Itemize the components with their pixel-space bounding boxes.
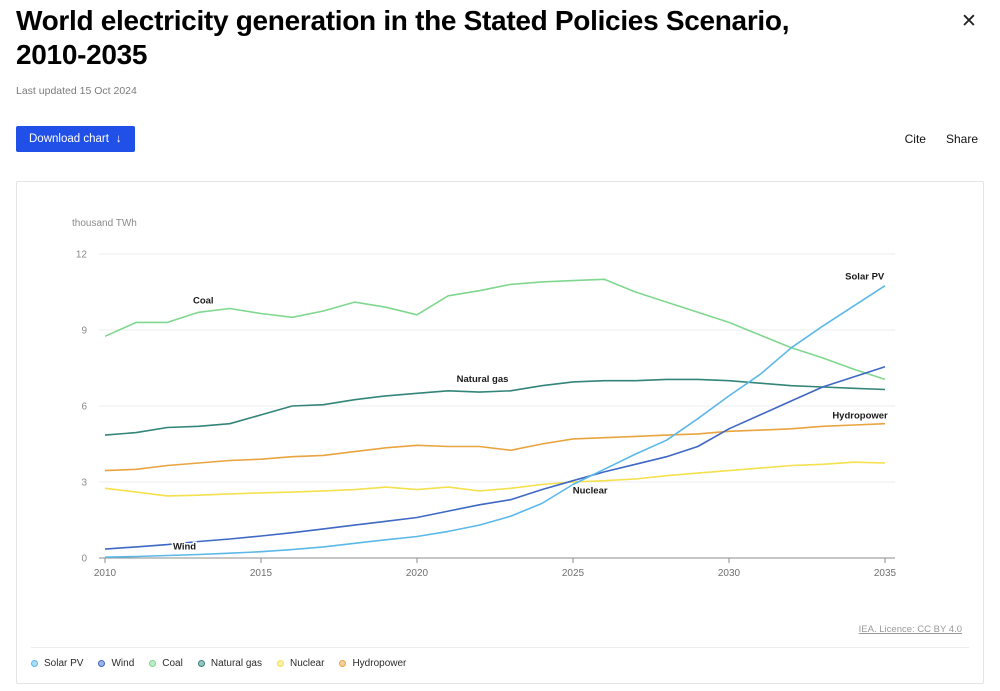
series-label-solar-pv: Solar PV xyxy=(845,271,885,282)
y-tick-label: 12 xyxy=(76,250,88,261)
series-label-coal: Coal xyxy=(193,295,214,306)
y-axis-unit-label: thousand TWh xyxy=(72,218,137,229)
chart-legend: Solar PV Wind Coal Natural gas Nuclear Hydrop… xyxy=(31,658,406,669)
series-line-coal xyxy=(104,278,886,381)
close-button[interactable]: ✕ xyxy=(957,10,981,34)
cite-link[interactable]: Cite xyxy=(904,132,926,146)
legend-dot xyxy=(31,660,38,667)
chart-card: thousand TWh 0 3 6 9 12 2010 2015 2020 2025 2030 2… xyxy=(16,181,984,684)
series-label-wind: Wind xyxy=(173,542,196,553)
legend-dot xyxy=(197,660,205,667)
series-label-hydropower: Hydropower xyxy=(832,411,888,422)
download-chart-label: Download chart xyxy=(29,133,109,145)
legend-item-coal[interactable]: Coal xyxy=(149,658,183,669)
legend-label: Hydropower xyxy=(352,658,407,669)
legend-dot xyxy=(339,660,347,667)
source-licence-link[interactable]: IEA. Licence: CC BY 4.0 xyxy=(858,624,962,635)
close-icon: ✕ xyxy=(961,11,977,32)
legend-dot xyxy=(98,660,106,667)
last-updated-text: Last updated 15 Oct 2024 xyxy=(16,85,137,97)
series-line-natural-gas xyxy=(104,378,886,436)
line-chart-canvas: 0 3 6 9 12 2010 2015 2020 2025 2030 2035 Solar PV Wi… xyxy=(76,250,897,579)
legend-label: Natural gas xyxy=(210,658,262,669)
legend-label: Coal xyxy=(162,658,183,669)
series-line-nuclear xyxy=(104,461,886,497)
x-tick-label: 2020 xyxy=(406,568,429,579)
x-tick-label: 2010 xyxy=(94,568,117,579)
legend-item-solar-pv[interactable]: Solar PV xyxy=(31,658,83,669)
series-label-nuclear: Nuclear xyxy=(573,485,608,496)
legend-item-nuclear[interactable]: Nuclear xyxy=(276,658,325,669)
legend-divider xyxy=(31,647,969,648)
y-tick-label: 0 xyxy=(81,554,87,565)
y-tick-label: 3 xyxy=(81,478,87,489)
legend-label: Solar PV xyxy=(44,658,84,669)
x-tick-label: 2025 xyxy=(562,568,585,579)
legend-dot xyxy=(276,660,284,667)
page-title: World electricity generation in the Stat… xyxy=(16,5,790,70)
toolbar-links: Cite Share xyxy=(905,132,978,146)
legend-item-hydropower[interactable]: Hydropower xyxy=(339,658,406,669)
legend-dot xyxy=(149,660,157,667)
y-tick-label: 6 xyxy=(81,402,87,413)
x-tick-label: 2035 xyxy=(874,568,897,579)
x-tick-label: 2015 xyxy=(250,568,273,579)
download-arrow-icon: ↓ xyxy=(115,133,122,145)
series-line-solar-pv xyxy=(104,285,886,558)
series-line-hydropower xyxy=(104,422,886,472)
legend-item-wind[interactable]: Wind xyxy=(98,658,134,669)
legend-label: Wind xyxy=(111,658,135,669)
legend-item-natural-gas[interactable]: Natural gas xyxy=(197,658,262,669)
share-link[interactable]: Share xyxy=(945,132,978,146)
x-tick-label: 2030 xyxy=(718,568,741,579)
series-line-wind xyxy=(104,365,886,550)
legend-label: Nuclear xyxy=(289,658,325,669)
y-tick-label: 9 xyxy=(81,326,87,337)
series-label-natural-gas: Natural gas xyxy=(457,374,509,385)
download-chart-button[interactable]: Download chart ↓ xyxy=(16,126,135,152)
